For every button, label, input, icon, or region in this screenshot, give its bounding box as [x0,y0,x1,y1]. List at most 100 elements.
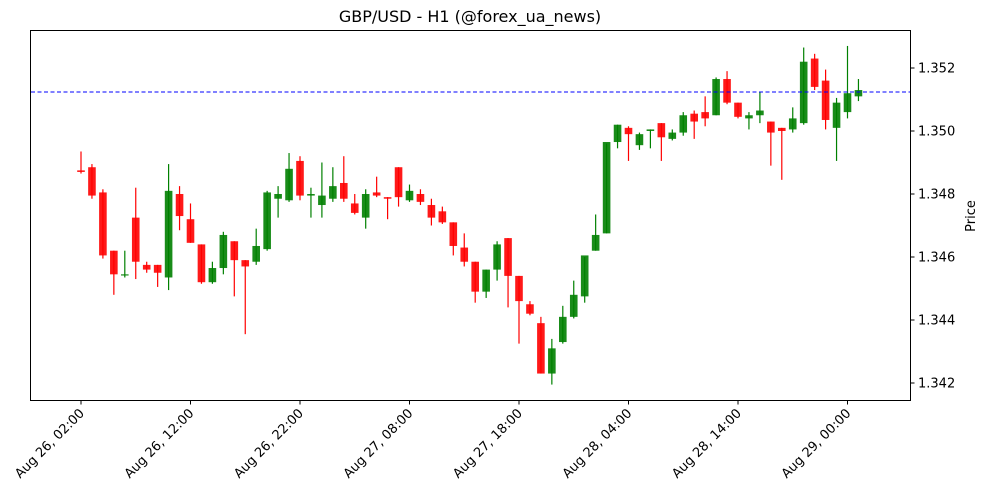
candle-body [372,192,381,196]
candle [668,129,677,141]
candle [121,250,129,278]
candle-body [405,190,414,201]
candle-body [350,203,359,213]
candle-body [526,304,534,314]
candle [230,241,239,297]
candle [854,79,863,102]
candle-body [767,121,775,133]
y-axis-right: 1.342 1.344 1.346 1.348 1.350 1.352 [910,62,955,392]
candle-body [635,134,644,146]
candle-body [230,241,239,261]
y-tick-label: 1.348 [918,188,955,203]
candle-body [142,264,151,270]
candle [164,164,173,291]
candle-body [438,211,447,223]
candle [559,305,567,344]
candle [361,189,370,229]
candle [624,126,633,161]
candle [602,142,611,234]
candle [767,121,775,166]
candle-body [778,127,786,131]
y-tick-label: 1.346 [918,251,955,266]
candle-body [263,192,271,250]
candle-body [175,194,184,217]
candle [219,231,228,275]
candle [438,206,447,224]
candle [493,241,501,281]
candle [756,91,764,124]
candle [285,153,293,202]
candle [153,264,162,287]
candle [142,261,151,273]
candle-body [712,79,720,116]
candle-body [690,113,698,122]
candle [701,96,709,127]
candle [197,244,206,284]
candle-body [427,205,436,218]
candle-body [504,238,512,276]
candle [613,124,622,149]
candle-body [734,102,742,117]
candle-body [121,274,129,276]
candle-body [602,142,611,234]
y-tick-label: 1.352 [918,62,955,77]
candle [778,127,786,180]
candle [77,151,85,174]
candle [821,69,830,130]
candle [569,280,578,319]
candle [88,164,96,199]
candle [372,176,381,198]
candle [591,214,600,251]
candle [580,255,589,303]
candle [208,261,217,284]
candle-body [416,194,425,202]
candle-body [296,160,304,196]
candle [471,261,479,303]
candle-body [515,275,523,302]
candle-body [361,194,370,218]
candle [515,275,523,344]
candle [635,132,644,150]
x-tick-label: Aug 28, 04:00 [560,406,636,482]
candle [646,129,655,149]
candle-body [77,170,85,172]
candle-body [843,93,852,113]
x-tick-label: Aug 26, 02:00 [12,406,88,482]
candle-body [679,115,688,133]
y-tick-label: 1.350 [918,125,955,140]
candle [329,167,337,202]
candle-body [569,294,578,317]
x-tick-label: Aug 26, 12:00 [122,406,198,482]
axes-frame [30,30,911,401]
candle-body [274,194,282,199]
candle-body [854,90,863,97]
candle-body [131,217,140,262]
candle-body [383,197,392,199]
candle-body [394,167,403,198]
candle [394,167,403,207]
y-axis-label: Price [964,200,979,232]
candle-body [252,245,260,262]
candle-body [624,127,633,135]
candle-body [285,168,293,201]
candle-body [810,58,819,87]
candle [416,189,425,206]
candle-body [460,247,469,262]
candle-body [340,182,348,199]
candle-body [580,255,589,297]
candle-body [799,61,808,124]
candle-body [153,264,162,273]
x-tick-label: Aug 28, 14:00 [669,406,745,482]
candle [99,189,107,259]
candle-body [537,323,545,374]
candle [690,110,698,139]
candle-body [821,80,830,120]
candle [318,162,326,218]
candle-body [186,219,195,243]
candle [460,233,469,267]
candle-body [613,124,622,143]
x-axis: Aug 26, 02:00 Aug 26, 12:00 Aug 26, 22:00 A… [12,400,854,482]
candle-body [99,192,107,256]
candle [405,184,414,202]
candle [175,186,184,231]
